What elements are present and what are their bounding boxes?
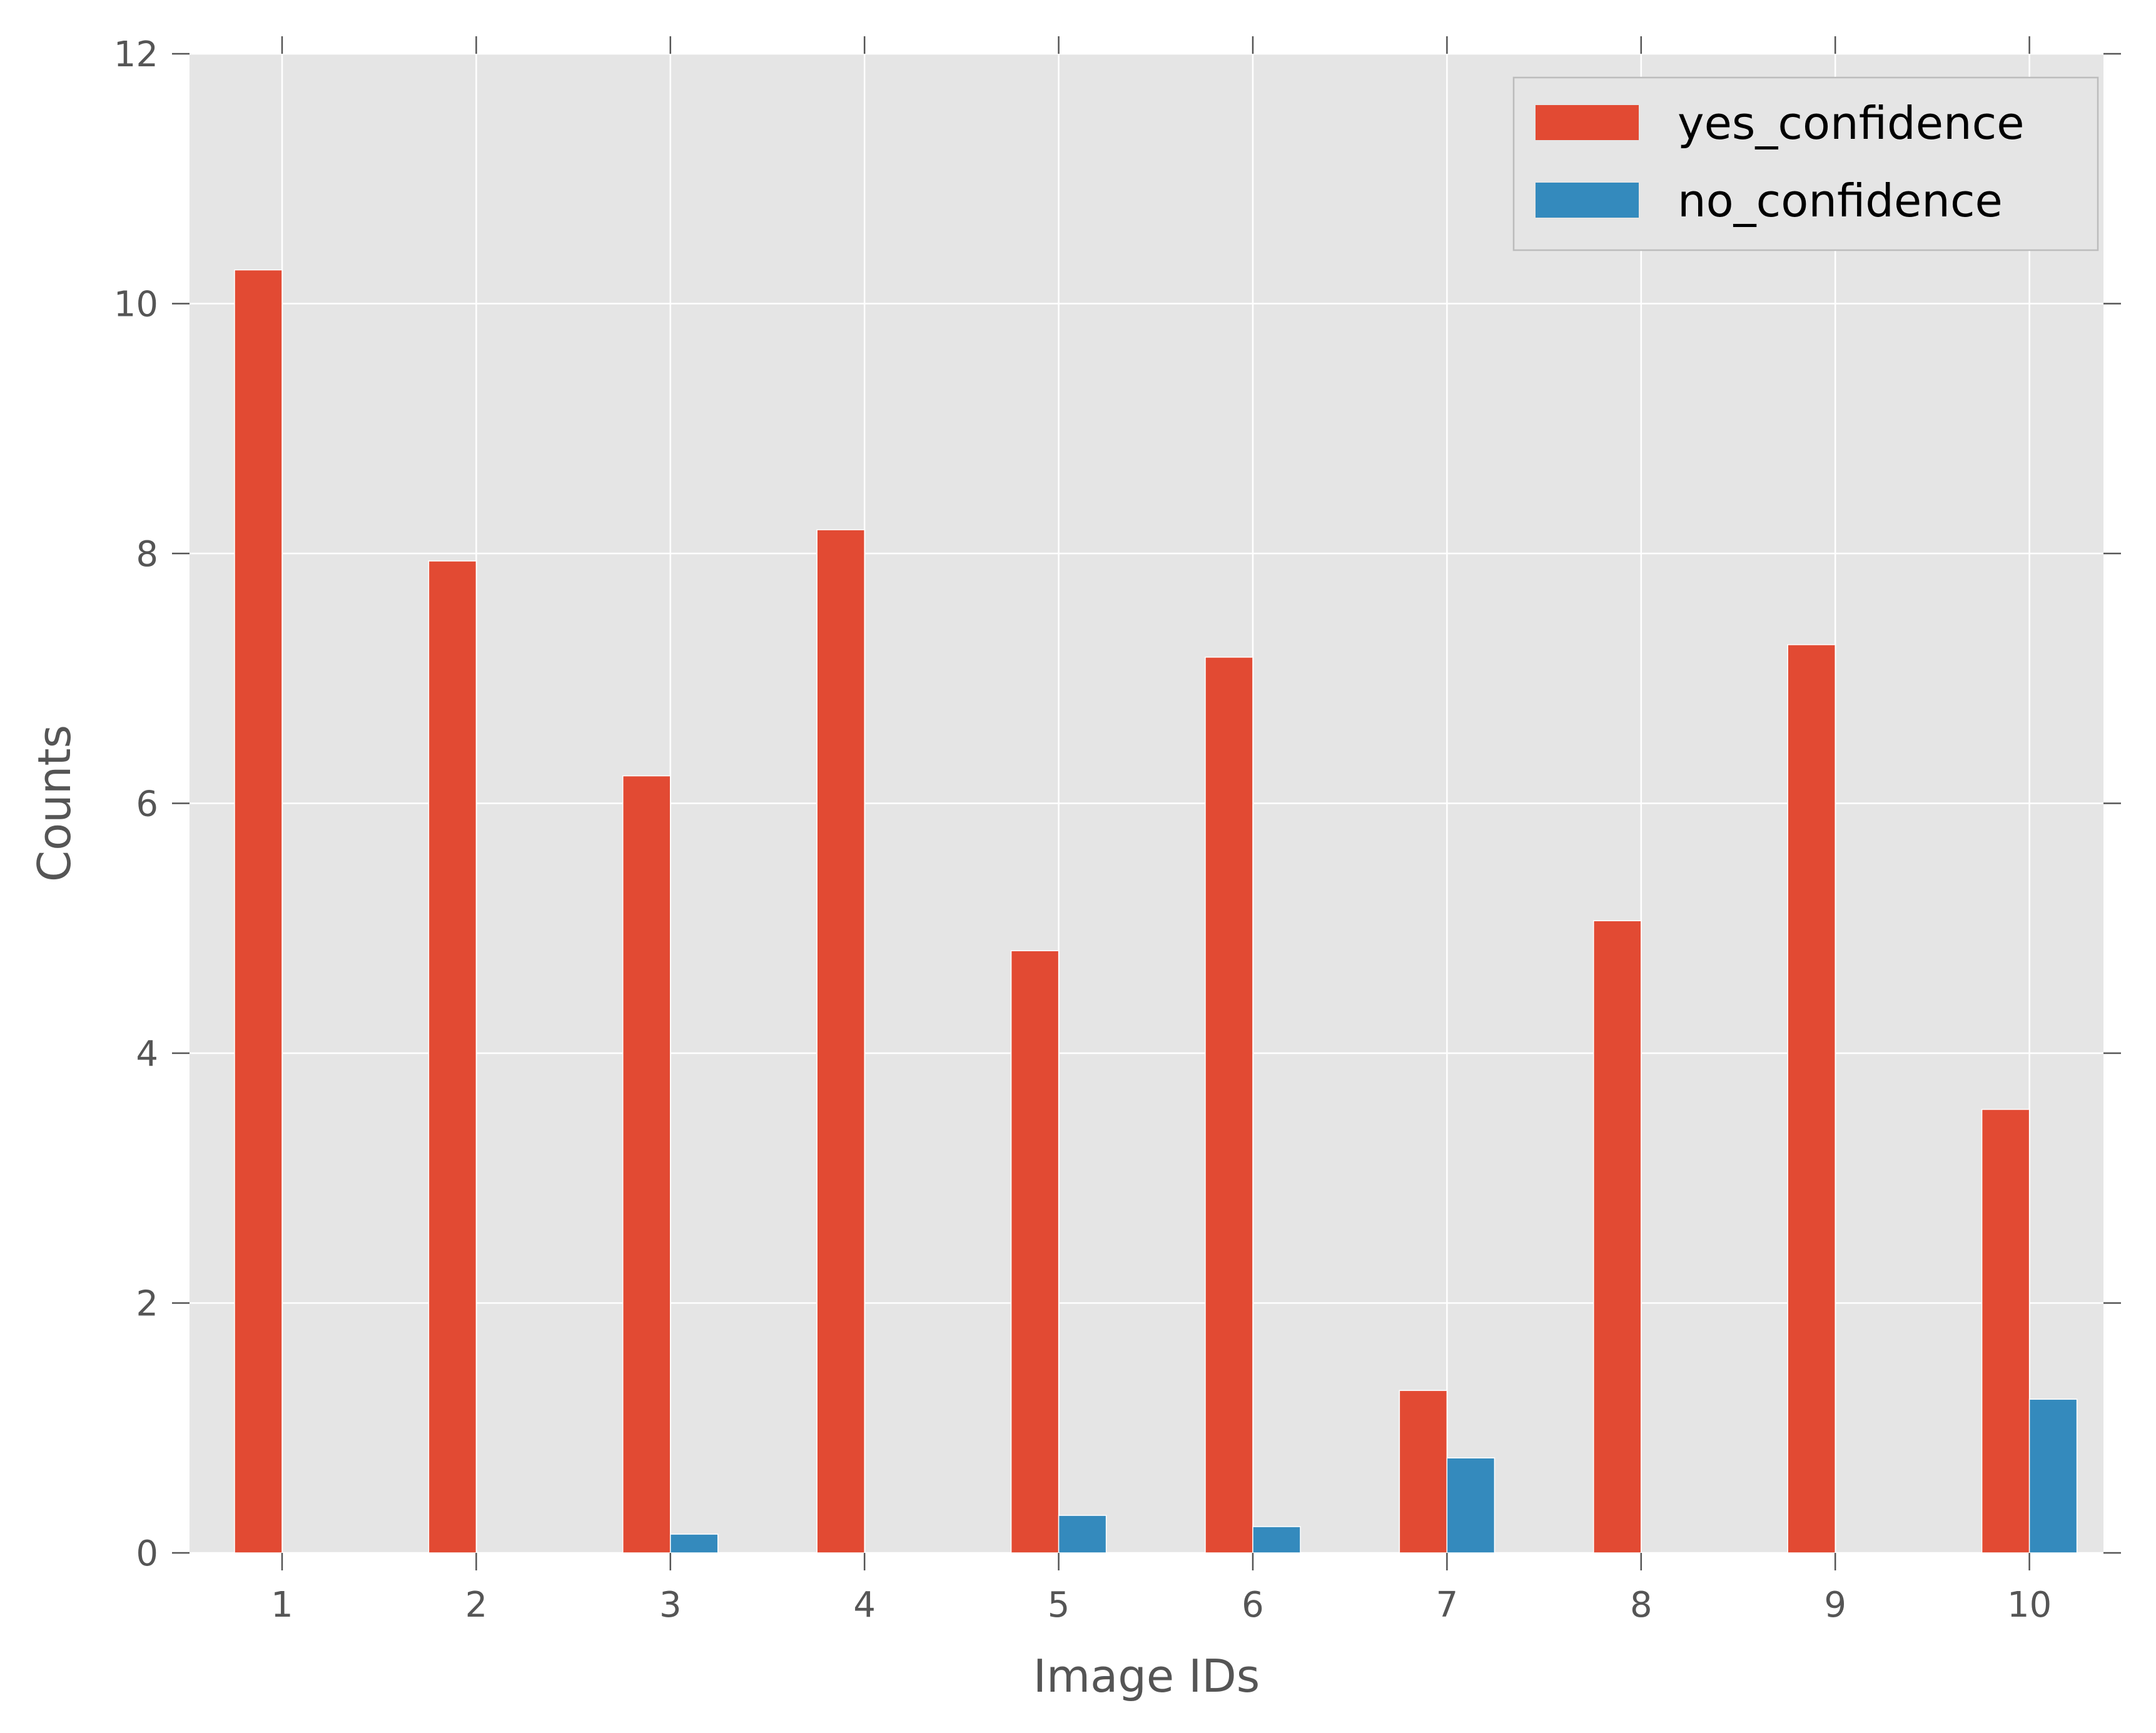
bar-no-5 — [1058, 1515, 1107, 1554]
x-tick-label: 1 — [271, 1585, 293, 1625]
bar-yes-9 — [1787, 644, 1836, 1554]
bar-yes-6 — [1205, 657, 1253, 1554]
x-tick-label: 3 — [659, 1585, 682, 1625]
x-tick-label: 7 — [1436, 1585, 1459, 1625]
bar-yes-3 — [622, 775, 671, 1554]
bar-yes-2 — [428, 560, 477, 1554]
legend-swatch-no — [1536, 183, 1639, 218]
x-tick-label: 6 — [1242, 1585, 1264, 1625]
x-tick-label: 5 — [1048, 1585, 1070, 1625]
bar-yes-5 — [1010, 950, 1060, 1554]
bars — [234, 269, 2078, 1554]
y-tick-label: 4 — [136, 1034, 158, 1074]
legend: yes_confidence no_confidence — [1512, 76, 2099, 251]
bar-no-3 — [670, 1533, 719, 1554]
x-tick-label: 10 — [2007, 1585, 2052, 1625]
x-tick-label: 2 — [465, 1585, 488, 1625]
bar-yes-7 — [1399, 1390, 1448, 1554]
bar-no-6 — [1252, 1526, 1301, 1554]
x-axis-label: Image IDs — [1033, 1650, 1260, 1702]
y-tick-label: 6 — [136, 784, 158, 825]
bar-yes-1 — [234, 269, 283, 1554]
y-axis-label: Counts — [28, 725, 81, 882]
bar-no-10 — [2028, 1398, 2078, 1554]
axis-ticks — [172, 36, 2121, 1570]
y-tick-label: 10 — [114, 285, 158, 325]
x-tick-label: 8 — [1630, 1585, 1652, 1625]
x-tick-label: 4 — [853, 1585, 876, 1625]
legend-swatch-yes — [1536, 105, 1639, 140]
bar-yes-10 — [1981, 1109, 2030, 1554]
y-tick-label: 8 — [136, 534, 158, 575]
y-tick-label: 2 — [136, 1284, 158, 1325]
y-tick-label: 12 — [114, 34, 158, 75]
legend-label-yes: yes_confidence — [1678, 97, 2025, 149]
bar-yes-4 — [816, 529, 865, 1554]
x-tick-label: 9 — [1824, 1585, 1846, 1625]
y-tick-label: 0 — [136, 1533, 158, 1574]
legend-label-no: no_confidence — [1678, 174, 2003, 227]
bar-yes-8 — [1593, 920, 1642, 1554]
bar-no-7 — [1446, 1457, 1496, 1554]
